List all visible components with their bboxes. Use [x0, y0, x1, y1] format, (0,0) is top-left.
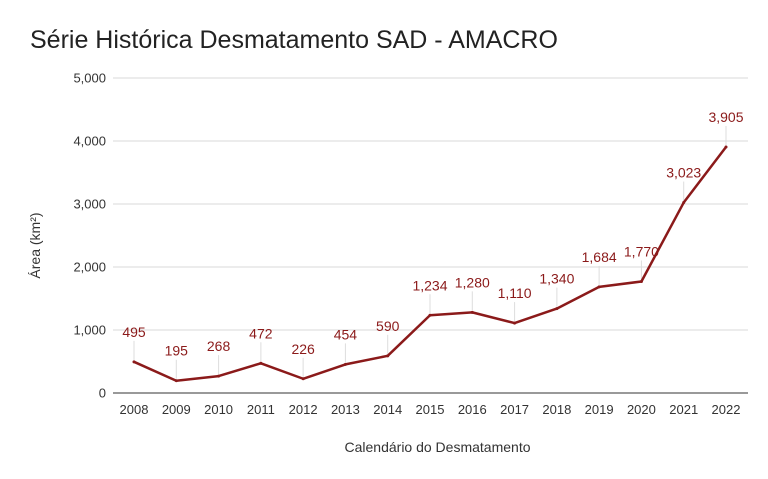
x-tick-label: 2008: [120, 402, 149, 417]
data-label: 590: [376, 318, 400, 334]
data-point: [513, 321, 517, 325]
data-label: 1,234: [412, 277, 447, 293]
data-label: 268: [207, 338, 231, 354]
data-point: [301, 377, 305, 381]
x-tick-label: 2016: [458, 402, 487, 417]
data-label: 1,280: [455, 274, 490, 290]
x-tick-label: 2015: [416, 402, 445, 417]
data-label: 3,905: [708, 109, 743, 125]
data-point: [555, 307, 559, 311]
y-axis-title: Área (km²): [27, 212, 43, 278]
chart-title: Série Histórica Desmatamento SAD - AMACR…: [30, 26, 558, 54]
data-label: 195: [165, 343, 189, 359]
data-point: [217, 374, 221, 378]
y-tick-label: 3,000: [73, 197, 106, 212]
data-label: 3,023: [666, 165, 701, 181]
x-tick-label: 2020: [627, 402, 656, 417]
x-tick-label: 2014: [373, 402, 402, 417]
data-label: 1,770: [624, 243, 659, 259]
x-tick-label: 2021: [669, 402, 698, 417]
y-tick-label: 5,000: [73, 71, 106, 86]
x-tick-label: 2019: [585, 402, 614, 417]
data-point: [259, 361, 263, 365]
x-axis-title: Calendário do Desmatamento: [345, 439, 531, 455]
data-label: 1,110: [498, 285, 532, 301]
data-label: 1,684: [582, 249, 617, 265]
y-tick-label: 1,000: [73, 323, 106, 338]
data-label: 454: [334, 326, 358, 342]
data-point: [682, 201, 686, 205]
data-label: 495: [122, 324, 146, 340]
data-label: 472: [249, 325, 273, 341]
x-tick-label: 2012: [289, 402, 318, 417]
data-point: [724, 145, 728, 149]
data-point: [174, 379, 178, 383]
data-label: 226: [291, 341, 315, 357]
data-point: [132, 360, 136, 364]
x-tick-label: 2018: [542, 402, 571, 417]
y-tick-label: 2,000: [73, 260, 106, 275]
x-tick-label: 2013: [331, 402, 360, 417]
x-tick-label: 2009: [162, 402, 191, 417]
x-tick-label: 2010: [204, 402, 233, 417]
x-tick-label: 2022: [712, 402, 741, 417]
data-point: [639, 279, 643, 283]
data-point: [597, 285, 601, 289]
x-tick-label: 2011: [247, 402, 275, 417]
data-label: 1,340: [539, 271, 574, 287]
y-tick-label: 4,000: [73, 134, 106, 149]
data-point: [343, 362, 347, 366]
y-tick-label: 0: [99, 386, 106, 401]
data-point: [428, 313, 432, 317]
data-point: [386, 354, 390, 358]
data-point: [470, 310, 474, 314]
x-tick-label: 2017: [500, 402, 529, 417]
